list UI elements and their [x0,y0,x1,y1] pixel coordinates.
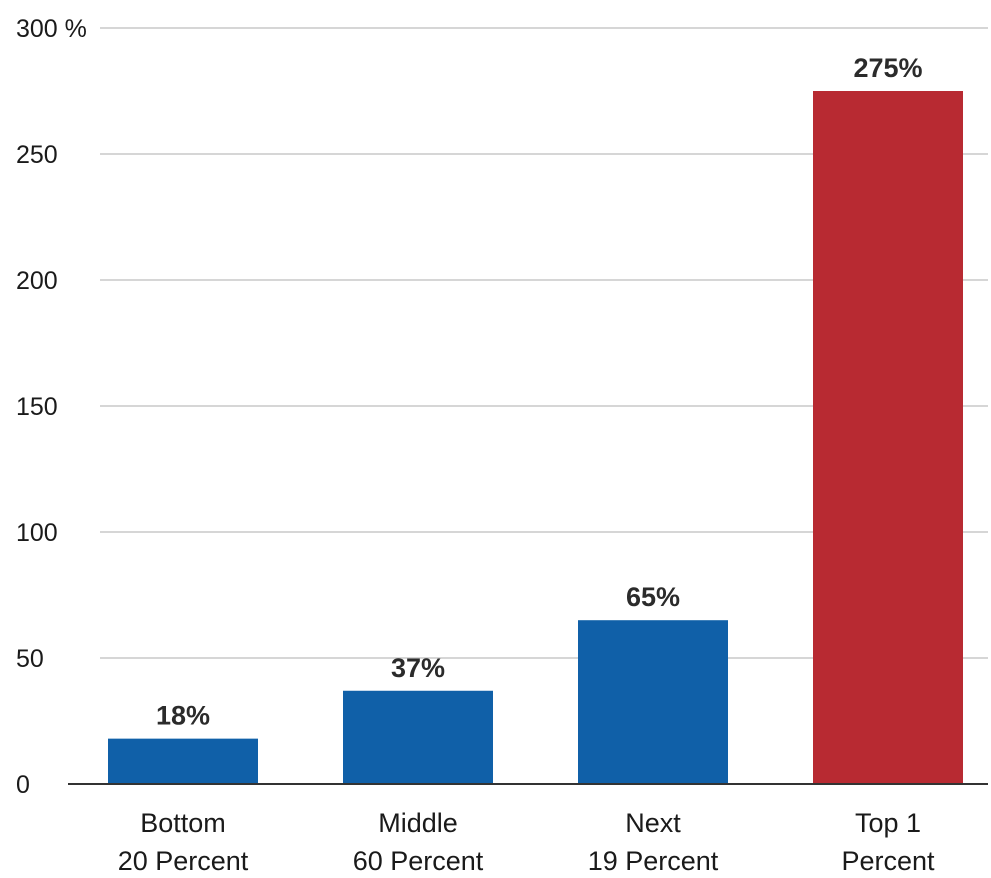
bar-4 [813,91,963,784]
data-label-4: 275% [853,53,922,83]
y-tick-label-300: 300 % [16,15,87,43]
category-label-3-line-1: Next [625,808,681,838]
bar-3 [578,620,728,784]
data-label-1: 18% [156,701,210,731]
category-label-4-line-2: Percent [841,846,935,876]
y-tick-label-100: 100 [16,519,58,547]
x-axis-category-labels: Bottom 20 Percent Middle 60 Percent Next 19 P… [118,808,935,876]
data-label-3: 65% [626,582,680,612]
category-label-2-line-2: 60 Percent [353,846,484,876]
y-tick-label-0: 0 [16,771,30,799]
bars [108,91,963,784]
y-axis-tick-labels: 0 50 100 150 200 250 300 % [16,15,87,799]
category-label-3-line-2: 19 Percent [588,846,719,876]
bar-1 [108,738,258,784]
category-label-1-line-2: 20 Percent [118,846,249,876]
data-labels: 18% 37% 65% 275% [156,53,923,731]
category-label-2-line-1: Middle [378,808,458,838]
y-tick-label-50: 50 [16,645,44,673]
y-tick-label-200: 200 [16,267,58,295]
data-label-2: 37% [391,653,445,683]
y-tick-label-150: 150 [16,393,58,421]
category-label-1-line-1: Bottom [140,808,226,838]
y-tick-label-250: 250 [16,141,58,169]
category-label-4-line-1: Top 1 [855,808,921,838]
bar-2 [343,690,493,784]
